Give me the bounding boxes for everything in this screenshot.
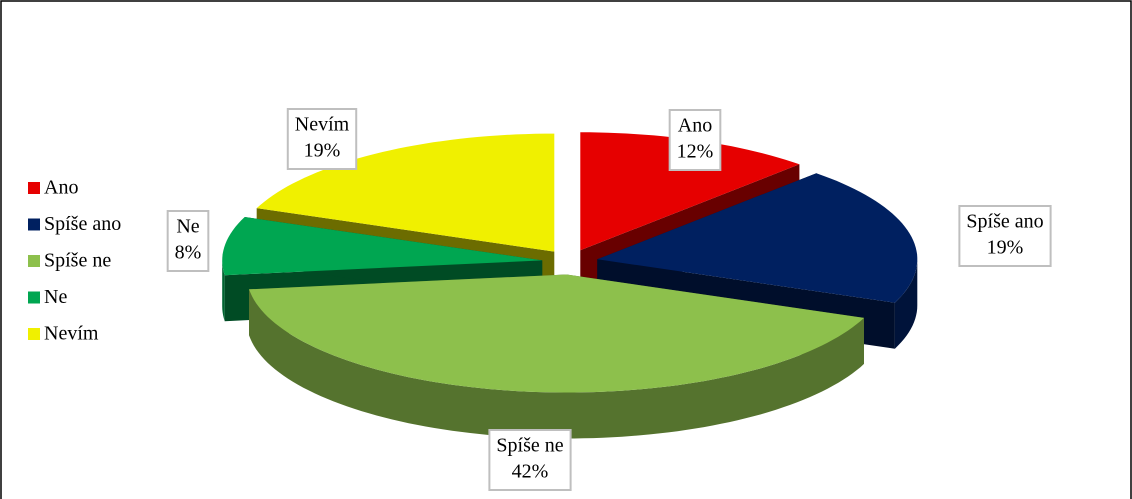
label-value: 8% <box>175 242 202 264</box>
legend-label: Ano <box>44 177 78 199</box>
label-box <box>286 108 358 170</box>
data-labels: Ano 12% Spíše ano 19% Spíše ne 42% Ne 8% Nevím 19… <box>166 108 1052 491</box>
data-label: Ne 8% <box>166 210 210 272</box>
legend-swatch <box>28 328 40 340</box>
label-value: 19% <box>987 237 1024 259</box>
data-label: Ano 12% <box>668 109 722 171</box>
label-box <box>958 205 1052 267</box>
slice-top <box>249 274 864 393</box>
legend-label: Ne <box>44 286 67 308</box>
label-category: Spíše ano <box>966 211 1043 233</box>
legend-swatch <box>28 255 40 267</box>
legend: Ano Spíše ano Spíše ne Ne Nevím <box>28 177 121 345</box>
label-category: Nevím <box>295 114 350 136</box>
slice-top <box>222 217 543 276</box>
label-category: Ne <box>176 216 199 238</box>
slice-top <box>256 133 555 252</box>
data-label: Spíše ano 19% <box>958 205 1052 267</box>
data-label: Nevím 19% <box>286 108 358 170</box>
legend-swatch <box>28 182 40 194</box>
label-value: 12% <box>677 141 714 163</box>
pie-slice <box>249 274 864 439</box>
slice-wall <box>894 259 918 349</box>
legend-label: Spíše ano <box>44 213 121 235</box>
legend-label: Nevím <box>44 323 99 345</box>
label-value: 19% <box>304 140 341 162</box>
legend-label: Spíše ne <box>44 250 111 272</box>
label-category: Ano <box>678 115 712 137</box>
slice-wall <box>249 289 864 439</box>
label-box <box>488 429 572 491</box>
data-label: Spíše ne 42% <box>488 429 572 491</box>
pie <box>222 132 918 439</box>
label-value: 42% <box>512 461 549 483</box>
slice-top <box>580 132 800 251</box>
legend-swatch <box>28 218 40 231</box>
slice-wall <box>222 260 225 322</box>
label-box <box>166 210 210 272</box>
slice-top <box>597 173 918 303</box>
label-category: Spíše ne <box>496 435 563 457</box>
label-box <box>668 109 722 171</box>
legend-swatch <box>28 291 40 304</box>
